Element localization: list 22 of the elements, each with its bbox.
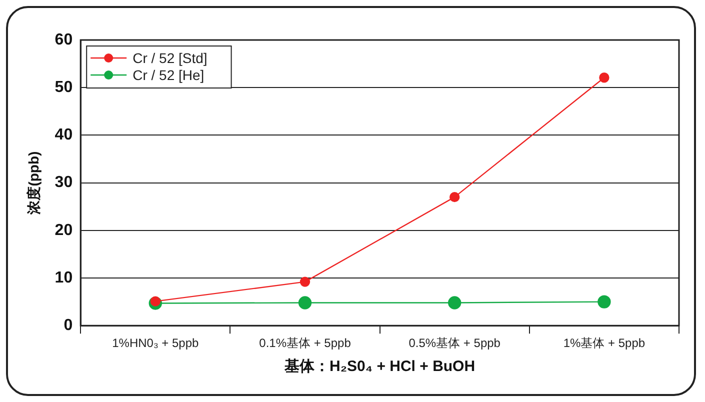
point bbox=[448, 296, 462, 310]
x-tick-label: 0.5%基体 + 5ppb bbox=[408, 336, 501, 350]
point bbox=[150, 296, 160, 306]
y-axis-title: 浓度(ppb) bbox=[25, 151, 42, 216]
point bbox=[598, 295, 611, 308]
x-tick-label: 0.1%基体 + 5ppb bbox=[259, 336, 352, 350]
y-tick-label: 10 bbox=[54, 269, 73, 286]
point bbox=[300, 276, 310, 287]
y-tick-label: 0 bbox=[64, 317, 73, 334]
x-tick-label: 1%基体 + 5ppb bbox=[563, 336, 646, 350]
y-tick-label: 50 bbox=[54, 79, 73, 96]
point bbox=[298, 296, 312, 310]
legend-label: Cr / 52 [Std] bbox=[132, 50, 208, 66]
x-axis-title: 基体：H₂S0₄ + HCl + BuOH bbox=[284, 358, 476, 376]
y-tick-label: 20 bbox=[54, 222, 73, 239]
legend-label: Cr / 52 [He] bbox=[132, 66, 204, 83]
x-tick-label: 1%HN0₃ + 5ppb bbox=[112, 336, 200, 350]
y-tick-label: 40 bbox=[54, 126, 73, 144]
y-tick-label: 30 bbox=[54, 174, 73, 192]
y-tick-label: 60 bbox=[54, 31, 73, 48]
point bbox=[599, 72, 610, 83]
point bbox=[450, 192, 460, 202]
